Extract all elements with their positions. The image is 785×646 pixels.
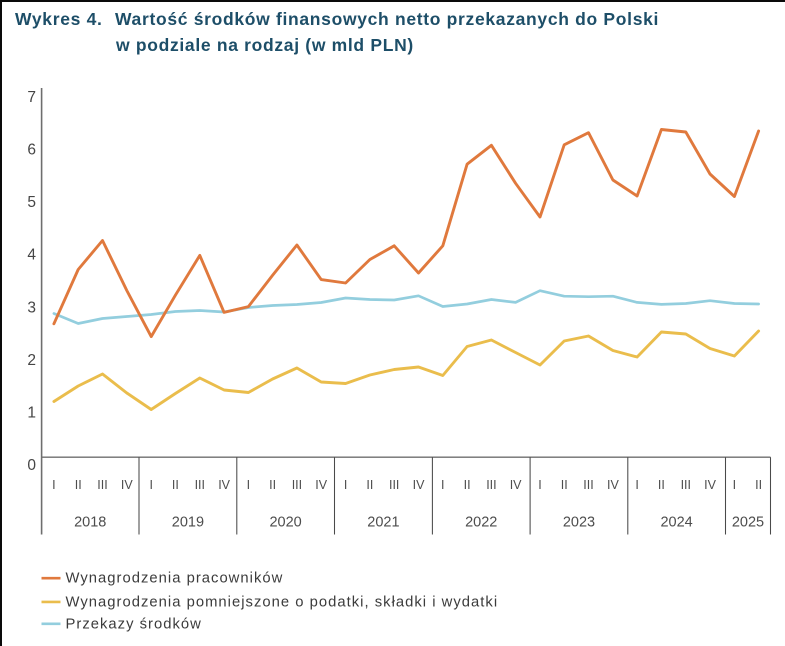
svg-text:IV: IV: [607, 478, 619, 492]
svg-text:III: III: [97, 478, 107, 492]
svg-text:Wynagrodzenia pracowników: Wynagrodzenia pracowników: [66, 571, 284, 587]
svg-text:7: 7: [27, 89, 36, 106]
svg-text:I: I: [441, 478, 444, 492]
svg-text:5: 5: [27, 194, 36, 211]
svg-text:1: 1: [27, 404, 36, 421]
svg-text:III: III: [389, 478, 399, 492]
svg-text:I: I: [538, 478, 541, 492]
svg-text:2: 2: [27, 352, 36, 369]
svg-text:2024: 2024: [660, 515, 692, 531]
svg-text:I: I: [344, 478, 347, 492]
svg-text:2022: 2022: [465, 515, 497, 531]
svg-text:4: 4: [27, 247, 36, 264]
svg-text:III: III: [292, 478, 302, 492]
svg-text:IV: IV: [704, 478, 716, 492]
svg-text:II: II: [561, 478, 568, 492]
svg-text:2018: 2018: [74, 515, 106, 531]
svg-text:III: III: [486, 478, 496, 492]
svg-text:II: II: [755, 478, 762, 492]
svg-text:I: I: [635, 478, 638, 492]
svg-text:I: I: [247, 478, 250, 492]
svg-text:I: I: [733, 478, 736, 492]
svg-text:II: II: [75, 478, 82, 492]
svg-text:IV: IV: [218, 478, 230, 492]
svg-text:Przekazy środków: Przekazy środków: [66, 616, 202, 632]
svg-text:3: 3: [27, 299, 36, 316]
svg-text:III: III: [583, 478, 593, 492]
svg-text:0: 0: [27, 457, 36, 474]
svg-text:6: 6: [27, 142, 36, 159]
svg-text:IV: IV: [413, 478, 425, 492]
svg-text:IV: IV: [315, 478, 327, 492]
svg-text:III: III: [195, 478, 205, 492]
svg-text:2019: 2019: [172, 515, 204, 531]
svg-text:II: II: [366, 478, 373, 492]
svg-text:Wynagrodzenia pomniejszone o p: Wynagrodzenia pomniejszone o podatki, sk…: [66, 594, 499, 610]
svg-text:II: II: [172, 478, 179, 492]
svg-text:2025: 2025: [732, 515, 764, 531]
svg-text:II: II: [658, 478, 665, 492]
svg-text:IV: IV: [510, 478, 522, 492]
svg-text:2023: 2023: [563, 515, 595, 531]
svg-text:2020: 2020: [269, 515, 301, 531]
svg-text:I: I: [52, 478, 55, 492]
svg-text:II: II: [269, 478, 276, 492]
svg-text:IV: IV: [121, 478, 133, 492]
svg-text:III: III: [681, 478, 691, 492]
svg-text:II: II: [464, 478, 471, 492]
svg-text:I: I: [149, 478, 152, 492]
svg-text:2021: 2021: [367, 515, 399, 531]
